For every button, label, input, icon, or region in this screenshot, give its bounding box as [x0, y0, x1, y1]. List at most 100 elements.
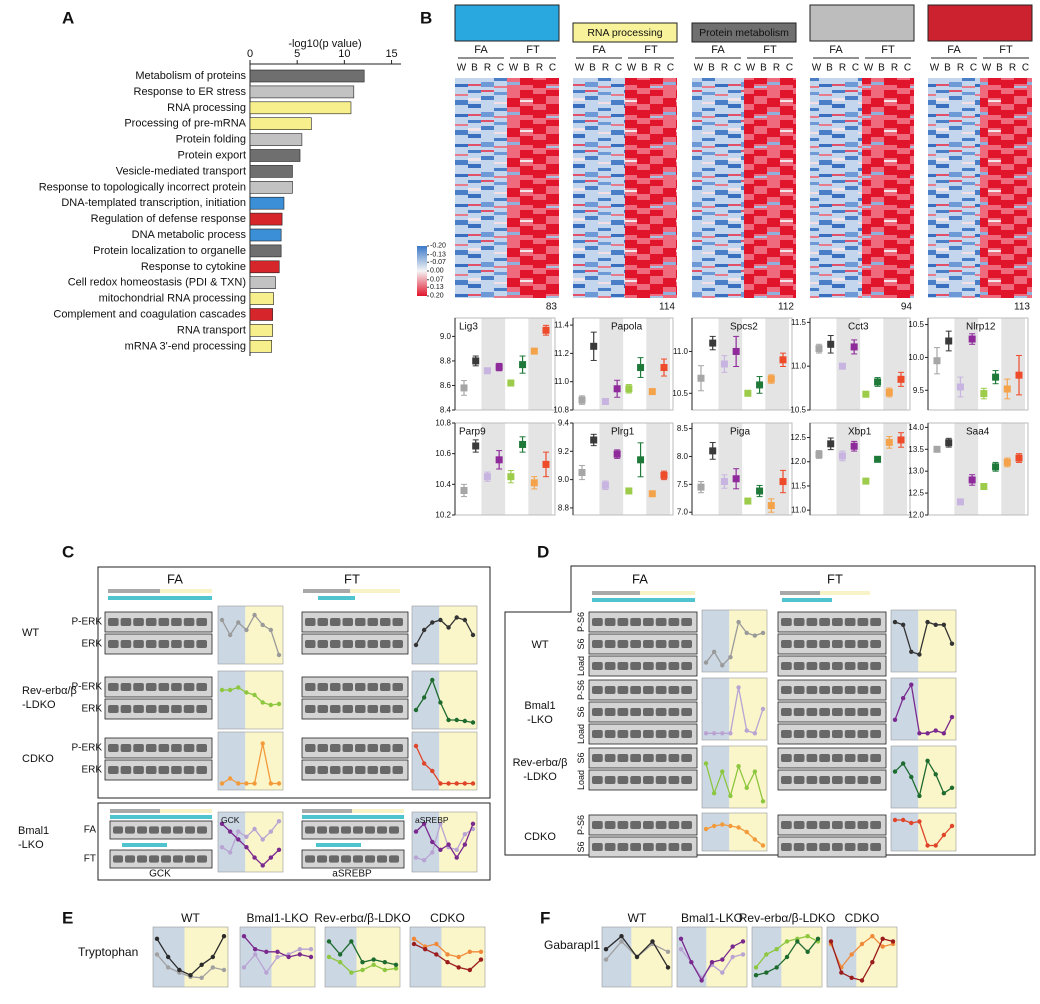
trace-point: [760, 630, 766, 636]
timepoint-label: W: [812, 63, 822, 74]
point: [519, 440, 527, 448]
trace-point: [219, 617, 225, 623]
point: [956, 383, 964, 391]
mini-frame: [217, 670, 284, 730]
module-box: [454, 4, 560, 42]
row-label: CDKO: [22, 753, 54, 765]
blot-band: [857, 843, 869, 851]
trace-point: [949, 714, 955, 720]
blot-label: Load: [576, 724, 586, 744]
point: [933, 445, 941, 453]
blot-band: [330, 640, 341, 648]
group-label: FA: [167, 572, 183, 587]
timepoint-label: C: [734, 63, 741, 74]
trace-point: [456, 954, 461, 960]
blot-band: [113, 826, 123, 834]
point: [885, 388, 893, 396]
blot-band: [317, 640, 328, 648]
blot-band: [681, 821, 692, 829]
module-box: [691, 22, 797, 43]
phase-light: [918, 610, 956, 672]
trace-point: [241, 934, 247, 939]
timepoint-label: C: [667, 63, 674, 74]
point: [945, 337, 953, 345]
timepoint-label: C: [786, 63, 793, 74]
blot-band: [145, 744, 157, 752]
mini-frame: [217, 731, 284, 791]
category-label: Regulation of defense response: [91, 213, 246, 225]
bar: [249, 292, 274, 305]
blot-band: [173, 826, 183, 834]
blot-band: [857, 730, 869, 738]
trace-point: [308, 947, 314, 952]
blot-band: [793, 730, 805, 738]
row-label: -LKO: [527, 714, 553, 726]
trace-point: [337, 960, 343, 965]
blot-band: [145, 618, 157, 626]
blot-band: [592, 730, 603, 738]
y-tick-label: 10.4: [435, 480, 451, 489]
trace-point: [892, 717, 898, 722]
blot-band: [781, 730, 792, 738]
blot-band: [133, 766, 144, 774]
blot-band: [681, 640, 692, 648]
point: [472, 442, 480, 450]
trace-point: [276, 847, 282, 852]
trace-point: [227, 687, 233, 693]
y-tick-label: 13.0: [908, 467, 924, 476]
trace-point: [326, 939, 332, 944]
trace-point: [244, 627, 249, 633]
trace-point: [199, 975, 204, 980]
trace-point: [730, 944, 735, 949]
blot-band: [367, 618, 378, 626]
mini-frame: [701, 745, 768, 809]
gene-count: 112: [778, 302, 794, 313]
blot-band: [806, 843, 818, 851]
category-label: Protein localization to organelle: [93, 245, 246, 257]
row-label: Gabarapl1: [544, 938, 600, 952]
gene-label: Xbp1: [848, 427, 872, 438]
point: [709, 447, 717, 455]
point: [601, 481, 609, 489]
trace-point: [478, 957, 484, 962]
blot-band: [305, 640, 316, 648]
trace-point: [371, 957, 376, 962]
bar: [249, 276, 276, 290]
heatmap: [507, 78, 559, 298]
blot-band: [120, 766, 132, 774]
y-tick-label: 9.0: [440, 332, 452, 341]
point: [460, 384, 468, 392]
y-tick-label: 10.2: [435, 511, 451, 520]
blot-band: [183, 705, 195, 713]
blot-band: [617, 618, 629, 626]
trace-point: [760, 843, 766, 848]
blot-band: [355, 744, 366, 752]
trace-point: [880, 936, 885, 941]
timepoint-label: B: [641, 63, 648, 74]
trace-point: [268, 781, 274, 786]
blot-band: [806, 776, 818, 784]
row-label: Bmal1: [18, 825, 49, 837]
mini-frame: [411, 605, 478, 665]
trace-point: [236, 829, 241, 834]
trace-point: [227, 632, 233, 638]
phase-dark: [702, 746, 730, 808]
gene-label: Saa4: [966, 427, 990, 438]
blot-band: [668, 662, 680, 670]
blot-band: [844, 708, 856, 716]
blot-band: [643, 776, 654, 784]
trace-point: [870, 934, 875, 939]
blot-label: S6: [576, 638, 586, 649]
shade: [718, 423, 743, 515]
timepoint-label: R: [773, 63, 780, 74]
x-tick-label: 5: [294, 48, 300, 60]
trace-point: [241, 965, 247, 970]
trace-point: [445, 960, 450, 965]
trace-point: [382, 960, 388, 965]
timepoint-label: C: [1022, 63, 1029, 74]
blot-band: [108, 640, 119, 648]
blot-band: [158, 683, 170, 691]
blot-band: [196, 618, 207, 626]
panel-label: A: [62, 9, 74, 28]
